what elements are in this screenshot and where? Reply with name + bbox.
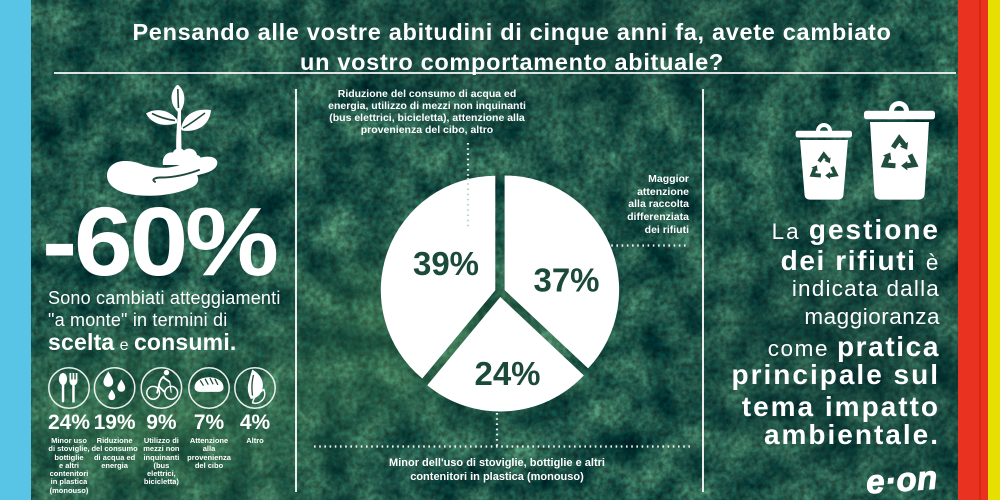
svg-text:37%: 37% xyxy=(533,262,599,299)
svg-text:24%: 24% xyxy=(474,355,540,392)
svg-text:39%: 39% xyxy=(413,245,479,282)
